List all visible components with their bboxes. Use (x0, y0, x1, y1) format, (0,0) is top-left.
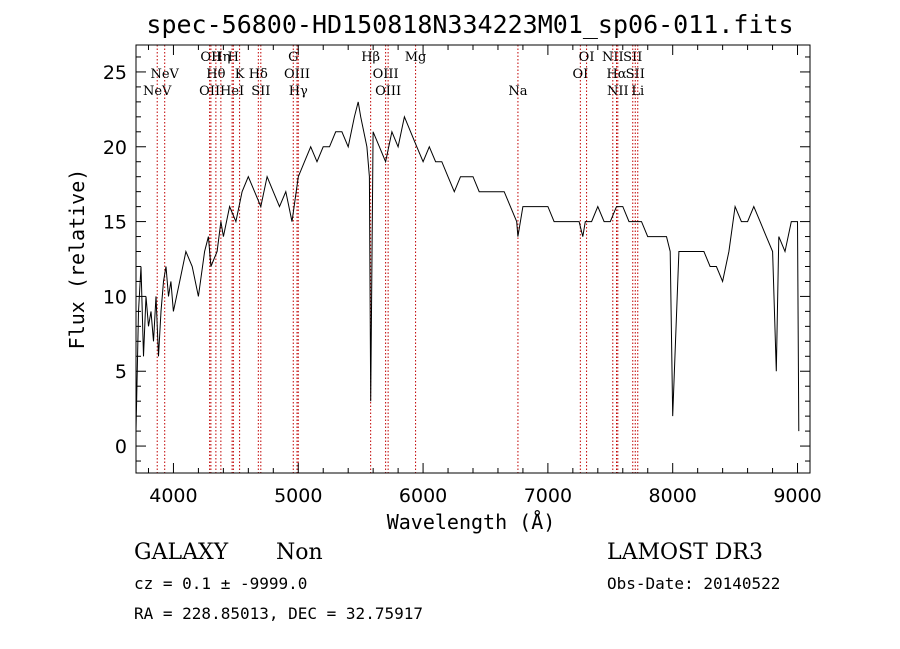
line-marker-label: K (235, 67, 245, 82)
y-tick-label: 15 (103, 212, 127, 234)
line-marker-label: SII (623, 50, 642, 65)
line-marker-label: NeV (143, 84, 172, 99)
y-axis: 0 5 10 15 20 25 (103, 56, 810, 462)
line-marker-label: Hη (211, 50, 230, 65)
line-marker-label: Na (508, 84, 527, 99)
line-marker-label: Hδ (249, 67, 268, 82)
line-marker-label: OII (200, 50, 221, 65)
line-marker-label: Hβ (361, 50, 380, 65)
x-tick-label: 9000 (773, 485, 821, 507)
line-marker-label: Hα (606, 67, 626, 82)
x-tick-label: 7000 (524, 485, 572, 507)
line-marker-label: SII (626, 67, 645, 82)
y-tick-label: 25 (103, 62, 127, 84)
line-marker-label: SII (251, 84, 270, 99)
spectrum-layer (135, 101, 800, 432)
spectrum-line (135, 101, 800, 432)
line-marker-label: OII (199, 84, 220, 99)
line-marker-label: Hθ (206, 67, 225, 82)
y-tick-label: 5 (115, 361, 127, 383)
line-marker-label: H (228, 50, 239, 65)
plot-frame (135, 44, 811, 474)
line-marker-label: Hγ (289, 84, 308, 99)
x-tick-label: 6000 (399, 485, 447, 507)
line-marker-label: OI (572, 67, 588, 82)
x-tick-label: 5000 (274, 485, 322, 507)
x-axis-label: Wavelength (Å) (387, 510, 556, 534)
object-class: GALAXY (134, 540, 229, 565)
x-axis: 4000 5000 6000 7000 8000 9000 (147, 45, 822, 507)
line-marker-label: OIII (375, 84, 401, 99)
y-tick-label: 20 (103, 137, 127, 159)
line-marker-label: NeV (150, 67, 179, 82)
obs-date: Obs-Date: 20140522 (607, 574, 780, 593)
line-marker-label: NII (607, 84, 629, 99)
ra-dec: RA = 228.85013, DEC = 32.75917 (134, 604, 423, 623)
line-marker-label: Li (631, 84, 644, 99)
line-marker-label: HeI (220, 84, 244, 99)
y-tick-label: 10 (103, 286, 127, 308)
chart-title: spec-56800-HD150818N334223M01_sp06-011.f… (146, 10, 793, 39)
line-marker-label: NII (602, 50, 624, 65)
redshift-cz: cz = 0.1 ± -9999.0 (134, 574, 307, 593)
y-tick-label: 0 (115, 436, 127, 458)
line-marker-layer: NeV NeV OII OII Hθ Hη HeI HK Hδ SII G OIII Hγ Hβ OIII O… (143, 45, 645, 473)
data-release: LAMOST DR3 (607, 540, 763, 565)
line-marker-label: OIII (373, 67, 399, 82)
object-subclass: Non (276, 540, 323, 565)
x-tick-label: 8000 (649, 485, 697, 507)
line-marker-label: G (288, 50, 298, 65)
y-axis-label: Flux (relative) (65, 169, 89, 350)
line-marker-label: Mg (405, 50, 427, 65)
line-marker-label: OIII (284, 67, 310, 82)
line-marker-label: OI (579, 50, 595, 65)
x-tick-label: 4000 (149, 485, 197, 507)
